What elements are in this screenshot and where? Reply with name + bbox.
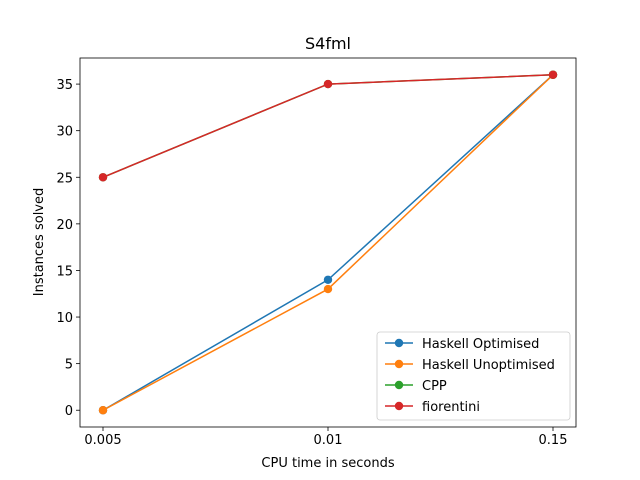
legend-label: fiorentini	[422, 400, 480, 415]
legend-marker	[394, 380, 404, 390]
series-fiorentini	[98, 70, 558, 182]
legend-marker	[394, 359, 404, 369]
legend-label: Haskell Optimised	[422, 337, 539, 352]
chart-title: S4fml	[305, 34, 351, 53]
data-point	[323, 275, 333, 284]
data-point	[323, 79, 333, 89]
legend-box	[376, 331, 571, 421]
x-tick-label: 0.01	[314, 433, 343, 448]
x-axis-label: CPU time in seconds	[261, 456, 394, 471]
legend-marker	[394, 338, 404, 348]
legend-label: Haskell Unoptimised	[422, 358, 555, 373]
y-tick-label: 35	[56, 78, 73, 93]
y-axis: 0 5 10 15 20 25 30 35	[56, 78, 80, 419]
data-point	[98, 406, 108, 415]
x-tick-label: 0.15	[539, 433, 568, 448]
data-point	[323, 284, 333, 294]
legend-marker	[394, 401, 404, 411]
legend: Haskell Optimised Haskell Unoptimised CPP f…	[376, 331, 571, 421]
y-tick-label: 15	[56, 264, 73, 279]
data-point	[548, 70, 558, 79]
series-layer	[98, 70, 558, 415]
legend-label: CPP	[422, 379, 447, 394]
y-axis-label: Instances solved	[32, 188, 47, 296]
x-tick-label: 0.005	[84, 433, 121, 448]
y-tick-label: 30	[56, 125, 73, 140]
data-point	[98, 173, 108, 182]
y-tick-label: 0	[65, 404, 73, 419]
x-axis: 0.005 0.01 0.15	[84, 427, 567, 448]
y-tick-label: 10	[56, 311, 73, 326]
y-tick-label: 25	[56, 171, 73, 186]
y-tick-label: 5	[65, 358, 73, 373]
y-tick-label: 20	[56, 218, 73, 233]
